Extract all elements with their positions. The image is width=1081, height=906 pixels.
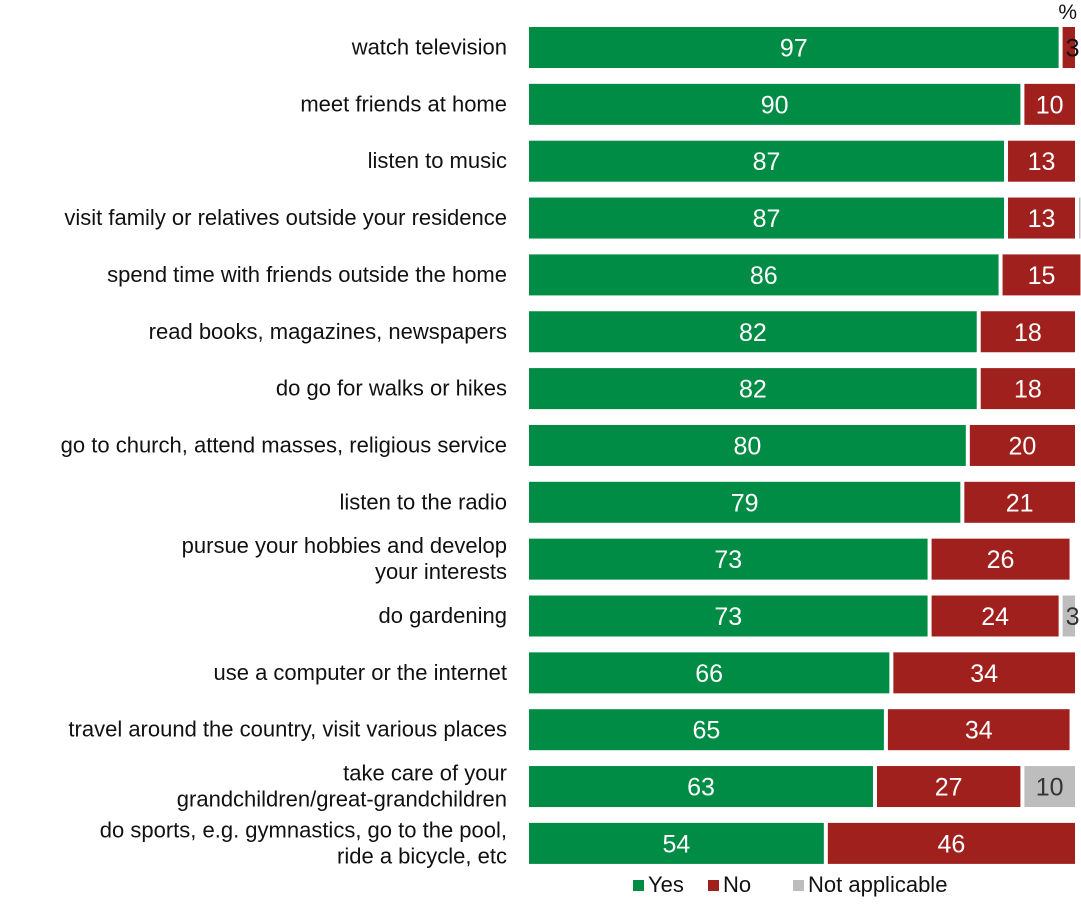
value-label-yes: 73 (714, 546, 742, 574)
bar-yes (529, 140, 1005, 182)
legend-swatch-no (708, 880, 719, 891)
value-label-no: 34 (970, 660, 998, 688)
value-label-no: 46 (938, 830, 966, 858)
bar-no (893, 652, 1075, 694)
value-label-no: 3 (1066, 35, 1080, 63)
bar-no (1008, 140, 1075, 182)
bar-no (980, 311, 1075, 353)
bars-layer: 9739010871387131861582188218802079217326… (529, 27, 1081, 864)
bar-no (1002, 254, 1081, 296)
legend-label-yes: Yes (648, 872, 684, 897)
value-label-not-applicable: 3 (1066, 603, 1080, 631)
value-label-yes: 86 (750, 262, 778, 290)
legend: Yes No Not applicable (633, 872, 947, 897)
category-label: read books, magazines, newspapers (149, 319, 507, 344)
bar-yes (529, 709, 884, 751)
category-label: go to church, attend masses, religious s… (61, 432, 507, 457)
bar-no (1008, 197, 1075, 239)
bar-yes (529, 595, 928, 637)
bar-yes (529, 197, 1005, 239)
bar-yes (529, 27, 1059, 68)
legend-swatch-not-applicable (793, 880, 804, 891)
value-label-yes: 79 (731, 489, 759, 517)
bar-no (931, 538, 1070, 580)
value-label-no: 34 (965, 717, 993, 745)
value-label-no: 24 (981, 603, 1009, 631)
unit-label: % (1058, 1, 1077, 24)
value-label-no: 13 (1028, 148, 1056, 176)
bar-not-applicable (1079, 197, 1081, 239)
legend-label-not-applicable: Not applicable (808, 872, 947, 897)
bar-no (876, 766, 1021, 808)
bar-yes (529, 481, 961, 523)
category-label: listen to the radio (339, 489, 507, 514)
bar-no (969, 424, 1075, 466)
category-labels: watch television meet friends at home list… (61, 35, 507, 869)
bar-no (964, 481, 1075, 523)
category-label: your interests (375, 559, 507, 584)
bar-yes (529, 311, 977, 353)
value-label-yes: 73 (714, 603, 742, 631)
bar-not-applicable (1024, 766, 1075, 808)
bar-yes (529, 368, 977, 410)
bar-no (887, 709, 1070, 751)
bar-no (1062, 27, 1075, 68)
value-label-yes: 54 (663, 830, 691, 858)
bar-yes (529, 652, 890, 694)
value-label-no: 21 (1006, 489, 1034, 517)
value-label-no: 18 (1014, 319, 1042, 347)
category-label: spend time with friends outside the home (107, 262, 507, 287)
category-label: pursue your hobbies and develop (182, 533, 507, 558)
legend-swatch-yes (633, 880, 644, 891)
bar-yes (529, 538, 928, 580)
value-label-no: 15 (1028, 262, 1056, 290)
category-label: do go for walks or hikes (276, 376, 507, 401)
category-label: watch television (351, 35, 507, 60)
bar-yes (529, 254, 999, 296)
category-label: do gardening (379, 603, 507, 628)
category-label: travel around the country, visit various… (68, 717, 507, 742)
bar-no (1024, 83, 1075, 125)
value-label-no: 27 (935, 774, 963, 802)
category-label: ride a bicycle, etc (337, 843, 507, 868)
value-label-not-applicable: 10 (1036, 774, 1064, 802)
value-label-no: 18 (1014, 376, 1042, 404)
value-label-yes: 87 (753, 205, 781, 233)
bar-not-applicable (1062, 595, 1075, 637)
bar-yes (529, 822, 824, 864)
value-label-yes: 66 (695, 660, 723, 688)
category-label: visit family or relatives outside your r… (64, 205, 507, 230)
value-label-yes: 97 (780, 35, 808, 63)
value-label-no: 13 (1028, 205, 1056, 233)
category-label: take care of your (343, 761, 507, 786)
value-label-no: 20 (1008, 432, 1036, 460)
category-label: grandchildren/great-grandchildren (177, 787, 507, 812)
value-label-no: 26 (987, 546, 1015, 574)
value-label-yes: 80 (733, 432, 761, 460)
bar-yes (529, 766, 873, 808)
bar-no (980, 368, 1075, 410)
value-label-yes: 63 (687, 774, 715, 802)
bar-no (931, 595, 1059, 637)
category-label: listen to music (368, 148, 507, 173)
value-label-no: 10 (1036, 91, 1064, 119)
legend-label-no: No (723, 872, 751, 897)
category-label: do sports, e.g. gymnastics, go to the po… (100, 817, 507, 842)
category-label: meet friends at home (300, 91, 507, 116)
value-label-yes: 65 (693, 717, 721, 745)
bar-no (827, 822, 1075, 864)
value-label-yes: 90 (761, 91, 789, 119)
bar-yes (529, 83, 1021, 125)
value-label-yes: 82 (739, 319, 767, 347)
bar-yes (529, 424, 966, 466)
category-label: use a computer or the internet (214, 660, 508, 685)
value-label-yes: 82 (739, 376, 767, 404)
value-label-yes: 87 (753, 148, 781, 176)
